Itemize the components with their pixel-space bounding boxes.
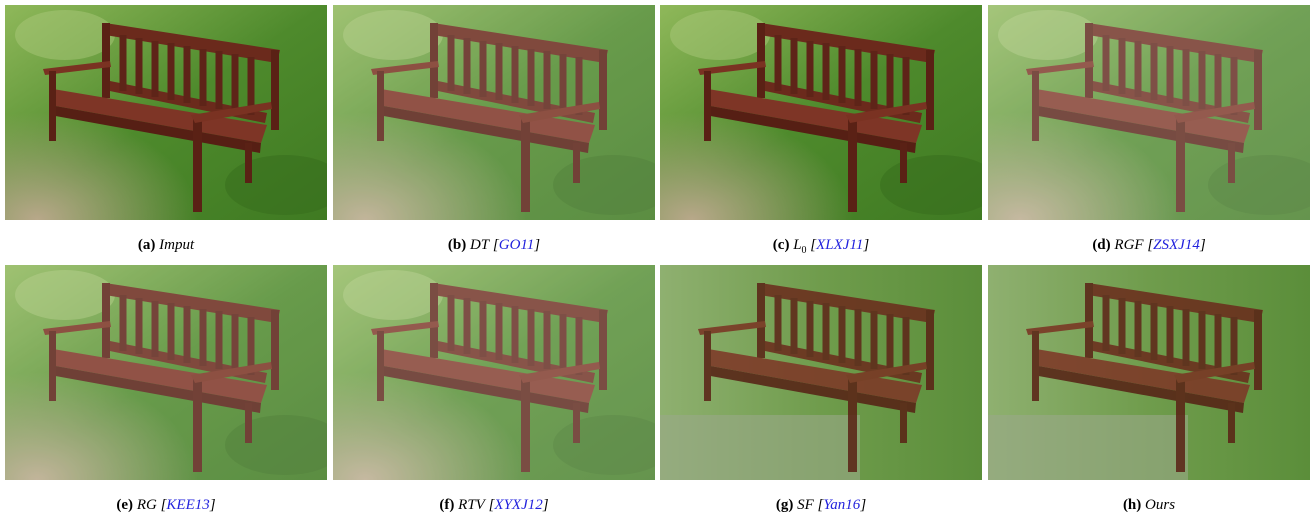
- image: [660, 265, 982, 480]
- label: (d): [1092, 237, 1111, 253]
- method: SF: [797, 497, 814, 513]
- method: RG: [136, 497, 157, 513]
- caption: (d) RGF [ZSXJ14]: [988, 237, 1310, 254]
- label: (h): [1122, 497, 1142, 513]
- bracket: [: [810, 237, 817, 253]
- bracket: [: [488, 497, 495, 513]
- label: (a): [137, 237, 156, 253]
- citation[interactable]: ZSXJ14: [1153, 237, 1200, 253]
- panel: (b) DT [GO11]: [333, 5, 655, 254]
- panel: (h) Ours: [988, 265, 1310, 514]
- bracket: ]: [1199, 237, 1206, 253]
- citation[interactable]: KEE13: [166, 497, 210, 513]
- image: [988, 265, 1310, 480]
- panel: (c) L0 [XLXJ11]: [660, 5, 982, 256]
- method: RGF: [1114, 237, 1144, 253]
- caption: (a) Imput: [5, 237, 327, 254]
- citation[interactable]: XYXJ12: [494, 497, 543, 513]
- label: (g): [775, 497, 794, 513]
- subscript: 0: [801, 245, 807, 256]
- caption: (f) RTV [XYXJ12]: [333, 497, 655, 514]
- image: [333, 5, 655, 220]
- caption: (e) RG [KEE13]: [5, 497, 327, 514]
- citation[interactable]: Yan16: [823, 497, 861, 513]
- bracket: [: [1147, 237, 1154, 253]
- caption: (b) DT [GO11]: [333, 237, 655, 254]
- bracket: [: [160, 497, 167, 513]
- image: [5, 5, 327, 220]
- method: L: [793, 237, 802, 253]
- caption: (c) L0 [XLXJ11]: [660, 237, 982, 256]
- image: [333, 265, 655, 480]
- panel: (d) RGF [ZSXJ14]: [988, 5, 1310, 254]
- method: RTV: [458, 497, 485, 513]
- bracket: ]: [542, 497, 549, 513]
- bracket: [: [492, 237, 499, 253]
- method: Ours: [1145, 497, 1176, 513]
- image: [988, 5, 1310, 220]
- bracket: ]: [534, 237, 541, 253]
- bracket: ]: [863, 237, 870, 253]
- citation[interactable]: GO11: [498, 237, 535, 253]
- citation[interactable]: XLXJ11: [816, 237, 864, 253]
- bracket: ]: [860, 497, 867, 513]
- label: (f): [439, 497, 455, 513]
- method: Imput: [159, 237, 195, 253]
- label: (b): [447, 237, 467, 253]
- label: (c): [772, 237, 790, 253]
- caption: (h) Ours: [988, 497, 1310, 514]
- panel: (e) RG [KEE13]: [5, 265, 327, 514]
- bracket: [: [817, 497, 824, 513]
- panel: (a) Imput: [5, 5, 327, 254]
- panel: (g) SF [Yan16]: [660, 265, 982, 514]
- bracket: ]: [209, 497, 216, 513]
- method: DT: [469, 237, 490, 253]
- caption: (g) SF [Yan16]: [660, 497, 982, 514]
- label: (e): [116, 497, 134, 513]
- image: [5, 265, 327, 480]
- image: [660, 5, 982, 220]
- panel: (f) RTV [XYXJ12]: [333, 265, 655, 514]
